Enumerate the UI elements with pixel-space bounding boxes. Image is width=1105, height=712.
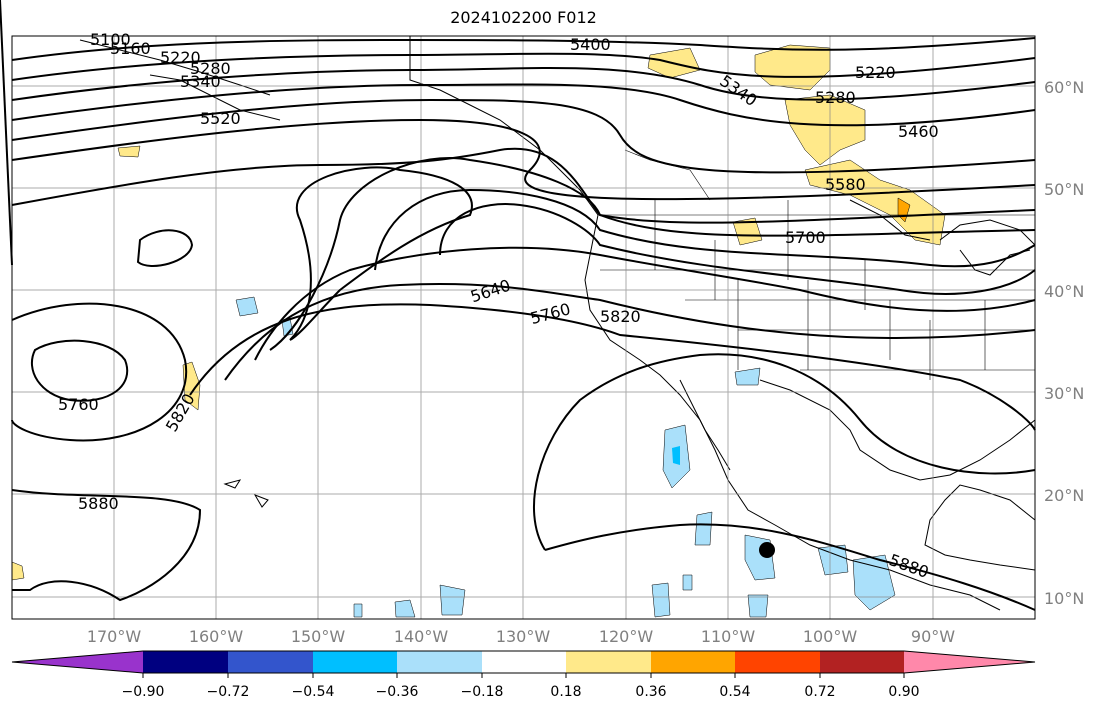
lat-label: 10°N — [1044, 589, 1084, 608]
lon-label: 170°W — [87, 627, 142, 646]
map-frame — [11, 35, 1036, 620]
contour-label: 5580 — [825, 175, 866, 194]
contour-label: 5760 — [58, 395, 99, 414]
colorbar-segment — [397, 651, 482, 673]
colorbar-tick-label: −0.72 — [207, 684, 250, 700]
colorbar-segments — [11, 650, 1036, 674]
colorbar-segment — [313, 651, 397, 673]
contour-label: 5880 — [78, 494, 119, 513]
lon-label: 90°W — [911, 627, 955, 646]
lat-label: 50°N — [1044, 180, 1084, 199]
lon-label: 140°W — [394, 627, 449, 646]
lon-label: 100°W — [803, 627, 858, 646]
colorbar-segment — [228, 651, 313, 673]
colorbar-labels: −0.90 −0.72 −0.54 −0.36 −0.18 0.18 0.36 … — [122, 684, 920, 700]
lat-label: 60°N — [1044, 78, 1084, 97]
contour-label: 5400 — [570, 35, 611, 54]
contour-label: 5340 — [180, 72, 221, 91]
contour-label: 5100 — [90, 30, 131, 49]
lon-label: 120°W — [599, 627, 654, 646]
colorbar-segment — [735, 651, 820, 673]
contour-label: 5280 — [190, 59, 231, 78]
colorbar-extend-low — [12, 651, 143, 673]
contour-label: 5160 — [110, 39, 151, 58]
colorbar: −0.90 −0.72 −0.54 −0.36 −0.18 0.18 0.36 … — [11, 650, 1036, 700]
colorbar-tick-label: 0.90 — [888, 684, 919, 700]
lat-label: 30°N — [1044, 384, 1084, 403]
lon-label: 130°W — [496, 627, 551, 646]
contour-label: 5460 — [898, 122, 939, 141]
colorbar-segment — [651, 651, 735, 673]
colorbar-tick-label: 0.18 — [550, 684, 581, 700]
map-panel: 5100 5160 5220 5280 5340 5520 5400 5340 … — [0, 0, 1036, 620]
colorbar-tick-label: 0.72 — [804, 684, 835, 700]
colorbar-tick-label: −0.90 — [122, 684, 165, 700]
lat-label: 40°N — [1044, 282, 1084, 301]
lon-label: 110°W — [701, 627, 756, 646]
colorbar-extend-high — [904, 651, 1035, 673]
colorbar-segment — [566, 651, 651, 673]
contour-label: 5280 — [815, 88, 856, 107]
colorbar-tick-label: −0.54 — [292, 684, 335, 700]
colorbar-tick-label: 0.36 — [635, 684, 666, 700]
colorbar-tick-label: −0.36 — [376, 684, 419, 700]
colorbar-ticks — [142, 673, 905, 678]
contour-label: 5220 — [160, 48, 201, 67]
colorbar-segment — [482, 651, 566, 673]
map-title: 2024102200 F012 — [450, 8, 597, 27]
longitude-labels: 170°W 160°W 150°W 140°W 130°W 120°W 110°… — [87, 627, 955, 646]
lon-label: 150°W — [291, 627, 346, 646]
colorbar-segment — [820, 651, 904, 673]
storm-center-marker — [759, 542, 775, 558]
lon-label: 160°W — [189, 627, 244, 646]
graticule — [12, 36, 1035, 619]
contour-label: 5220 — [855, 63, 896, 82]
contour-label: 5700 — [785, 228, 826, 247]
colorbar-tick-label: −0.18 — [461, 684, 504, 700]
contour-label: 5520 — [200, 109, 241, 128]
lat-label: 20°N — [1044, 486, 1084, 505]
colorbar-tick-label: 0.54 — [719, 684, 750, 700]
colorbar-segment — [143, 651, 228, 673]
contour-label: 5820 — [600, 307, 641, 326]
height-contours — [0, 0, 1036, 611]
coastlines — [79, 36, 1036, 611]
latitude-labels: 60°N 50°N 40°N 30°N 20°N 10°N — [1044, 78, 1084, 608]
shaded-field — [11, 44, 946, 618]
